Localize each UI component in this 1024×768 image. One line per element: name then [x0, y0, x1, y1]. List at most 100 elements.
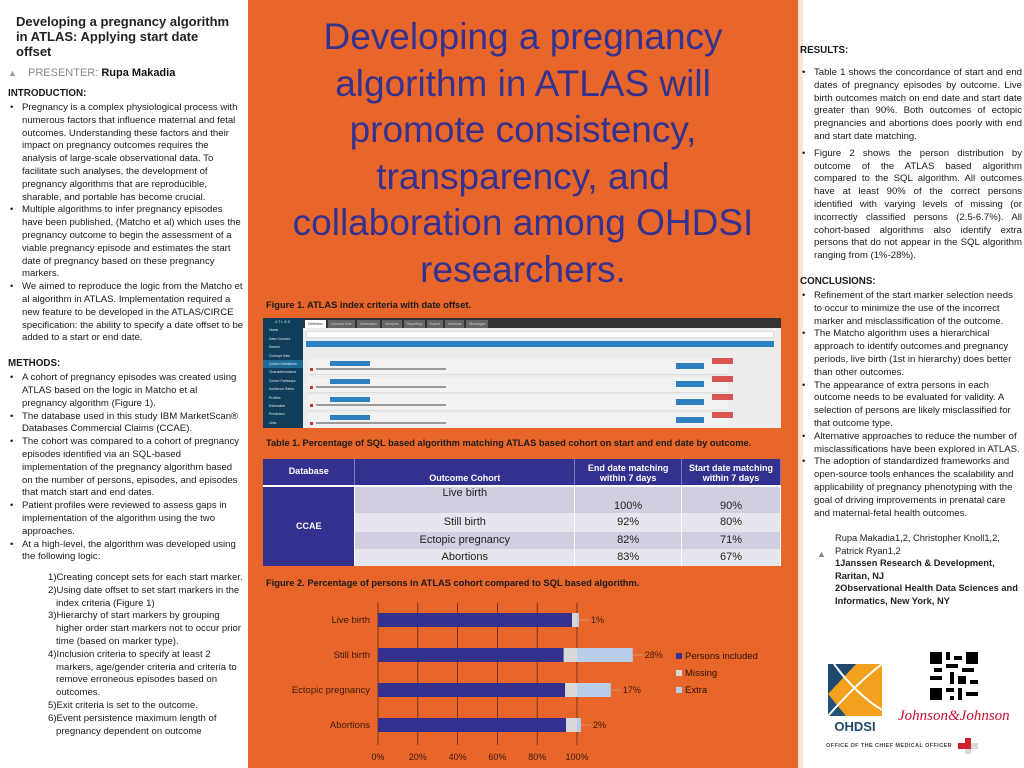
header-outcome: Outcome Cohort — [354, 459, 576, 487]
person-icon: ▲ — [817, 549, 826, 560]
bar-missing — [563, 648, 577, 662]
atlas-add-attribute — [676, 381, 704, 387]
left-column: Developing a pregnancy algorithm in ATLA… — [0, 0, 248, 768]
atlas-tab: Reporting — [403, 320, 425, 328]
atlas-criteria-row — [308, 359, 728, 375]
logic-step: 3)Hierarchy of start markers by grouping… — [48, 610, 242, 648]
bar-missing — [572, 613, 577, 627]
bar-extra — [577, 648, 633, 662]
data-label: 28% — [645, 650, 663, 660]
atlas-nav-item: Jobs — [269, 420, 277, 425]
conclusions-section: CONCLUSIONS: Refinement of the start mar… — [800, 275, 1022, 520]
outcome-cell: Live birth — [354, 486, 576, 513]
introduction-heading: INTRODUCTION: — [8, 88, 87, 99]
results-bullet: Table 1 shows the concordance of start a… — [800, 67, 1022, 144]
atlas-criteria-row — [308, 395, 728, 411]
end-cell: 100% — [574, 486, 683, 513]
atlas-tabs: Definition Concept Sets Generation Samples R… — [303, 318, 781, 328]
logic-step: 6)Event persistence maximum length of pr… — [48, 712, 217, 737]
atlas-delete-criteria — [712, 376, 733, 382]
intro-bullet: Multiple algorithms to infer pregnancy e… — [8, 204, 244, 281]
legend-label: Persons included — [685, 651, 758, 662]
x-tick-label: 100% — [565, 752, 588, 762]
person-icon: ▲ — [8, 68, 17, 78]
atlas-nav-item: Profiles — [269, 395, 281, 400]
qr-code — [930, 652, 978, 700]
atlas-delete-criteria — [712, 412, 733, 418]
logic-step: 4)Inclusion criteria to specify at least… — [48, 648, 237, 699]
affiliation-1: 1Janssen Research & Development, Raritan… — [835, 558, 995, 581]
cmo-label: OFFICE OF THE CHIEF MEDICAL OFFICER — [826, 743, 953, 749]
atlas-nav-item: Estimation — [269, 403, 286, 408]
bar-missing — [566, 718, 577, 732]
x-tick-label: 60% — [488, 752, 506, 762]
atlas-nav-item: Search — [269, 345, 281, 350]
table-row: Still birth 92% 80% — [263, 513, 781, 532]
ohdsi-logo-text: OHDSI — [834, 719, 875, 734]
bar-extra — [577, 718, 581, 732]
figure2-chart: 0% 20% 40% 60% 80% 100% Live birth 1% Still birt… — [292, 603, 758, 762]
start-cell: 80% — [681, 513, 781, 532]
presenter: ▲ PRESENTER: Rupa Makadia — [8, 67, 176, 79]
bar-extra — [577, 613, 579, 627]
atlas-add-attribute — [676, 363, 704, 369]
outcome-cell: Still birth — [354, 513, 576, 532]
headline-line: collaboration among OHDSI — [292, 202, 754, 243]
legend-swatch — [676, 653, 682, 659]
methods-bullet: The cohort was compared to a cohort of p… — [8, 436, 244, 500]
atlas-nav-item: Data Sources — [269, 336, 291, 341]
atlas-delete-criteria — [712, 358, 733, 364]
atlas-nav-item: Cohort Pathways — [269, 378, 296, 383]
x-tick-label: 80% — [528, 752, 546, 762]
atlas-screenshot: ATLAS Home Data Sources Search Concept S… — [263, 318, 781, 428]
ohdsi-logo: OHDSI — [827, 664, 883, 734]
start-cell: 90% — [681, 486, 781, 513]
affiliation-2: 2Observational Health Data Sciences and … — [835, 583, 1018, 606]
table-row: Ectopic pregnancy 82% 71% — [263, 532, 781, 549]
data-label: 1% — [591, 615, 604, 625]
poster-title: Developing a pregnancy algorithm in ATLA… — [16, 14, 230, 59]
right-content: RESULTS: Table 1 shows the concordance o… — [800, 44, 1022, 607]
atlas-criteria-row — [308, 413, 728, 428]
bar-persons-included — [378, 648, 564, 662]
headline-line: algorithm in ATLAS will — [335, 62, 711, 104]
atlas-description-field — [306, 331, 774, 338]
table-row: CCAE Live birth 100% 90% — [263, 486, 781, 566]
atlas-nav-item: Concept Sets — [269, 353, 291, 358]
logic-step: 5)Exit criteria is set to the outcome. — [48, 700, 198, 712]
category-label: Live birth — [331, 615, 370, 626]
atlas-entry-events-bar — [306, 341, 774, 347]
atlas-tab: Versions — [444, 320, 465, 328]
table1-caption: Table 1. Percentage of SQL based algorit… — [266, 438, 752, 448]
header-database: Database — [263, 459, 356, 487]
atlas-tab: Messages — [466, 320, 489, 328]
start-cell: 71% — [681, 532, 781, 549]
legend-swatch — [676, 687, 682, 693]
conclusions-bullet: The adoption of standardized frameworks … — [800, 456, 1022, 520]
database-cell: CCAE — [263, 486, 356, 566]
x-tick-label: 20% — [409, 752, 427, 762]
headline-line: researchers. — [420, 248, 626, 290]
header-end-date: End date matching within 7 days — [574, 459, 683, 487]
header-start-date: Start date matching within 7 days — [681, 459, 781, 487]
atlas-criteria-row — [308, 377, 728, 393]
atlas-add-attribute — [676, 399, 704, 405]
atlas-delete-criteria — [712, 394, 733, 400]
atlas-nav-item: Home — [269, 328, 279, 333]
conclusions-bullet: The appearance of extra persons in each … — [800, 380, 1022, 431]
atlas-brand: ATLAS — [275, 320, 291, 324]
atlas-tab: Concept Sets — [327, 320, 355, 328]
bar-missing — [565, 683, 577, 697]
end-cell: 92% — [574, 513, 683, 532]
atlas-nav-item: Cohort Definitions — [263, 359, 303, 369]
data-label: 2% — [593, 720, 606, 730]
bar-persons-included — [378, 683, 566, 697]
headline-line: transparency, and — [376, 155, 670, 197]
legend-label: Missing — [685, 668, 717, 679]
conclusions-bullet: Alternative approaches to reduce the num… — [800, 431, 1022, 457]
atlas-nav-item: Incidence Rates — [269, 387, 295, 392]
authors: Rupa Makadia1,2, Christopher Knoll1,2, P… — [835, 533, 1000, 556]
data-label: 17% — [623, 685, 641, 695]
atlas-tab: Generation — [356, 320, 380, 328]
outcome-cell: Abortions — [354, 549, 576, 566]
